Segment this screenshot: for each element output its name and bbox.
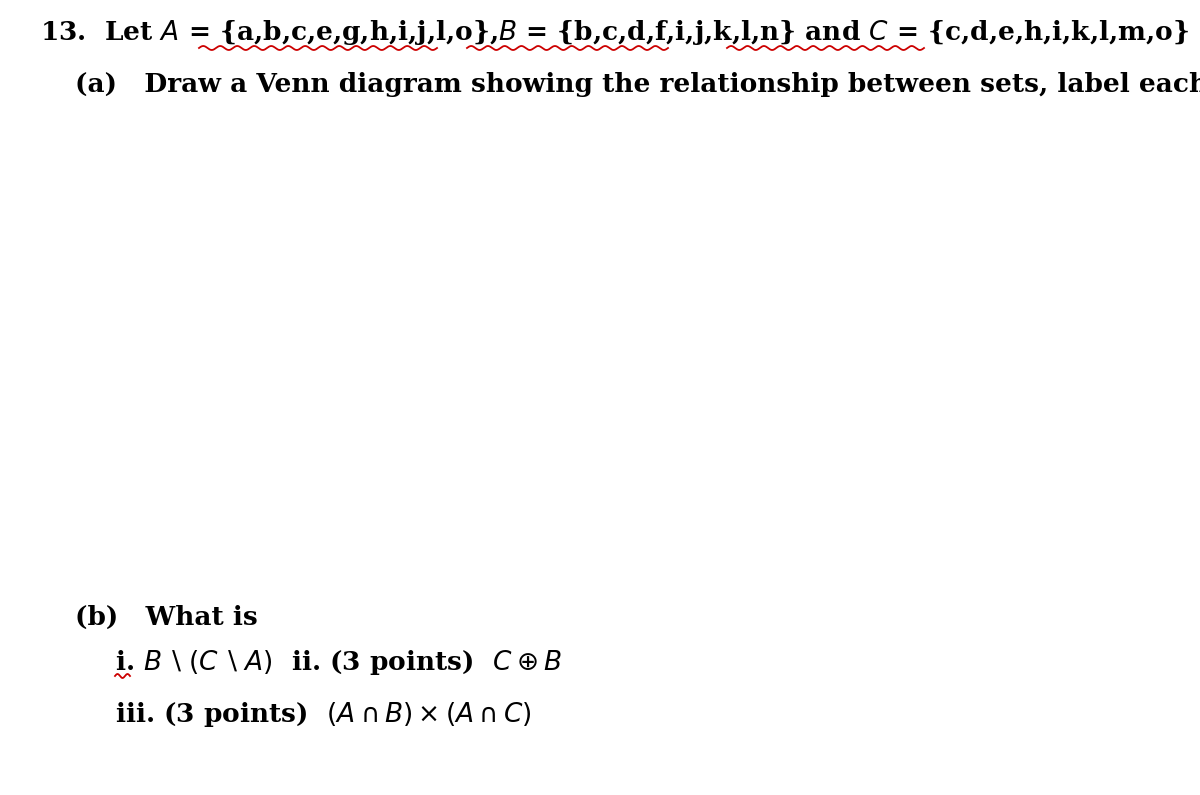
Text: i. $B \setminus (C \setminus A)$  ii. (3 points)  $C \oplus B$: i. $B \setminus (C \setminus A)$ ii. (3 … [115,648,562,677]
Text: 13.  Let $A$ = {a,b,c,e,g,h,i,j,l,o},$B$ = {b,c,d,f,i,j,k,l,n} and $C$ = {c,d,e,: 13. Let $A$ = {a,b,c,e,g,h,i,j,l,o},$B$ … [40,18,1189,47]
Text: iii. (3 points)  $(A \cap B) \times (A \cap C)$: iii. (3 points) $(A \cap B) \times (A \c… [115,700,532,729]
Text: (b)   What is: (b) What is [74,605,258,630]
Text: (a)   Draw a Venn diagram showing the relationship between sets, label each elem: (a) Draw a Venn diagram showing the rela… [74,72,1200,97]
